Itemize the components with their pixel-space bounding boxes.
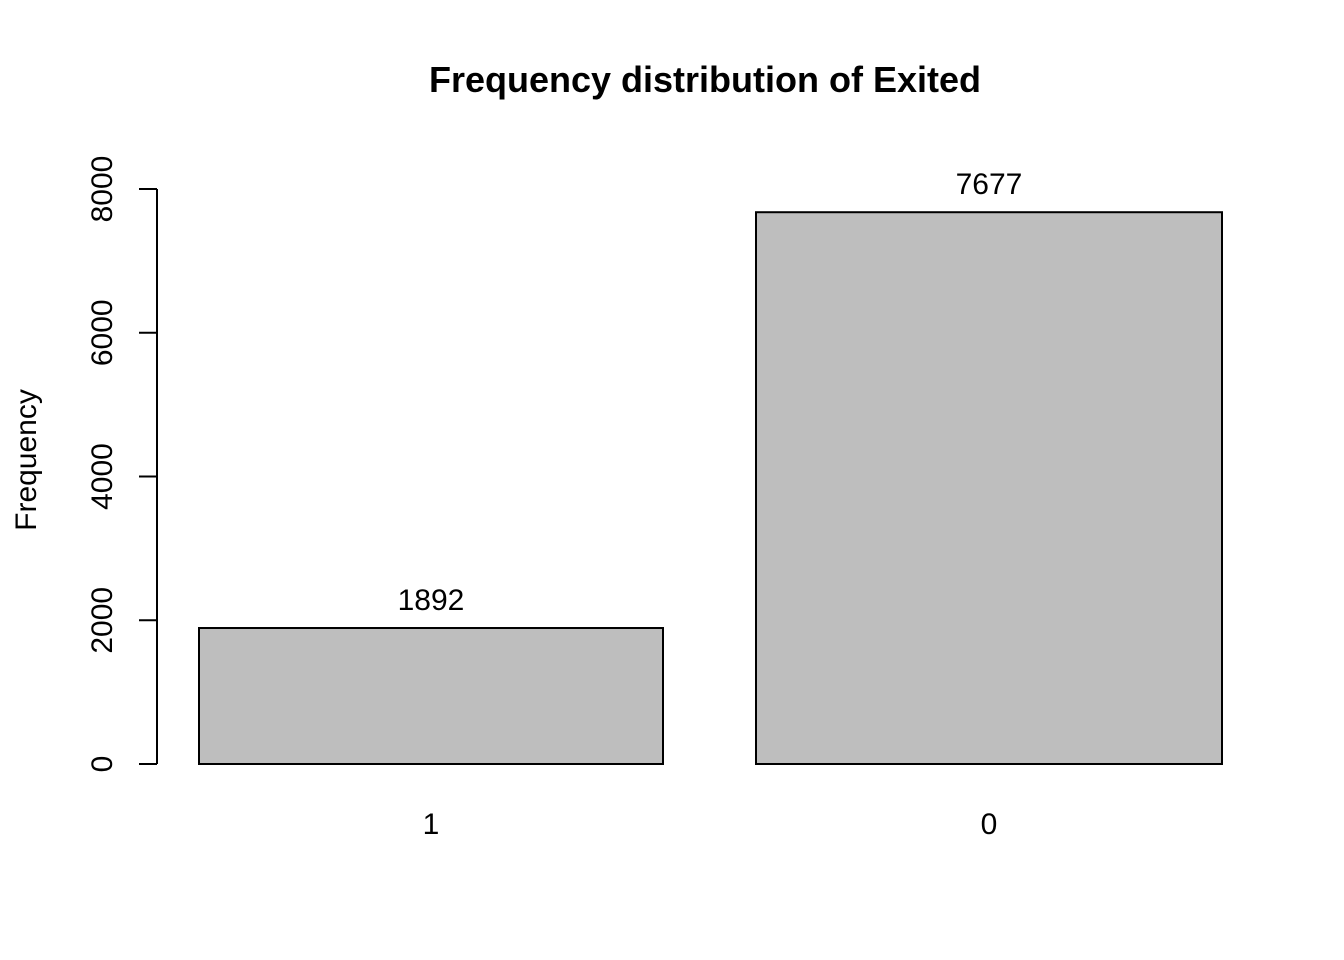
bar-1 xyxy=(198,627,664,766)
y-tick-label: 6000 xyxy=(86,299,119,366)
data-label: 1892 xyxy=(398,584,465,617)
chart-title: Frequency distribution of Exited xyxy=(429,59,981,100)
y-tick-label: 4000 xyxy=(86,443,119,510)
y-tick-label: 8000 xyxy=(86,156,119,223)
y-axis-title: Frequency xyxy=(10,389,43,531)
x-tick-label: 0 xyxy=(981,808,998,841)
data-label: 7677 xyxy=(956,168,1023,201)
y-tick-label: 0 xyxy=(86,756,119,773)
y-axis: 0 2000 4000 6000 8000 xyxy=(86,156,158,773)
bar-0 xyxy=(755,211,1223,765)
bars-group xyxy=(198,211,1223,766)
x-tick-label: 1 xyxy=(423,808,440,841)
data-labels: 1892 7677 xyxy=(398,168,1023,617)
y-tick-label: 2000 xyxy=(86,587,119,654)
